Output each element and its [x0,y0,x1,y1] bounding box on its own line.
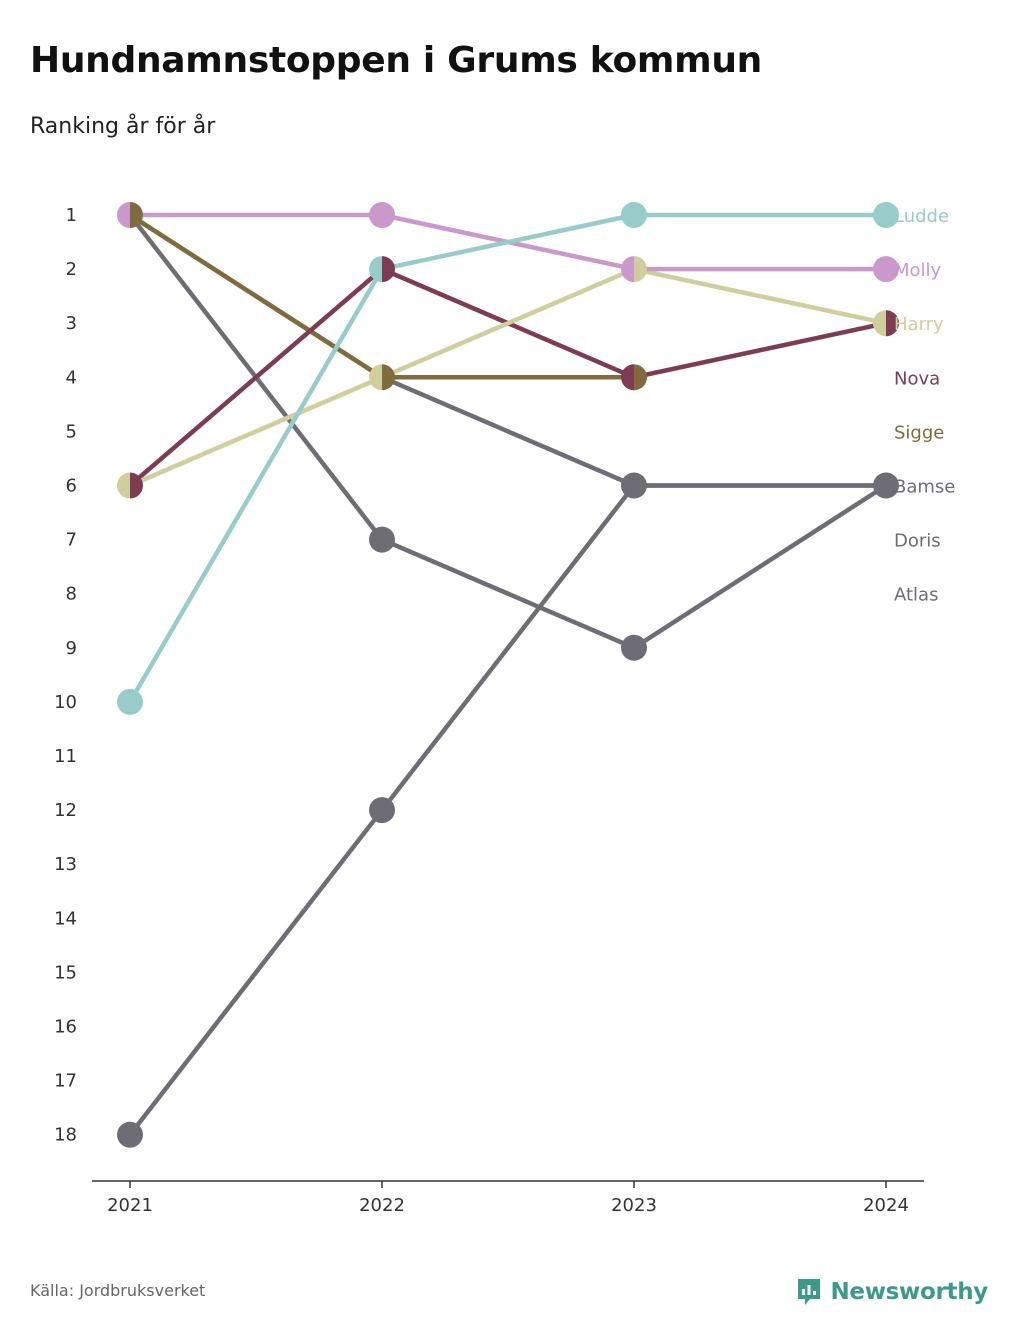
y-tick-label: 12 [54,800,77,821]
point-nova-harry-2021 [117,472,143,499]
x-tick-label: 2024 [863,1195,909,1216]
point-half-left [369,256,382,283]
series-line-bamse [127,212,889,488]
series-label-sigge: Sigge [894,422,944,443]
point-sigge-nova-2023 [621,364,648,391]
point-atlas-doris-bamse-2024 [873,472,899,499]
point-half-left [117,202,130,228]
point-half-left [117,472,130,499]
point-doris-2023 [621,634,647,661]
series-label-ludde: Ludde [894,206,949,227]
y-tick-label: 15 [54,962,77,983]
series-line-sigge [127,212,637,380]
series-points [117,202,899,1148]
y-tick-label: 13 [54,854,77,875]
brand-name: Newsworthy [830,1279,988,1305]
point-bamse-sigge-harry-2022 [369,364,396,391]
brand-logo: Newsworthy [796,1277,988,1307]
point-doris-2022 [369,526,395,553]
point-half-left [621,256,634,283]
y-tick-label: 8 [66,584,77,605]
series-line-harry [127,266,889,488]
series-label-molly: Molly [894,260,942,281]
point-ludde-2023 [621,202,647,228]
y-tick-label: 7 [66,530,77,551]
y-tick-label: 6 [66,476,77,497]
point-atlas-2022 [369,797,395,824]
point-half-left [369,364,382,391]
series-line-atlas [127,483,889,1137]
series-lines [127,212,889,1137]
chart-title: Hundnamnstoppen i Grums kommun [30,40,762,81]
point-doris-bamse-sigge-molly-2021 [117,202,143,228]
point-half-right [886,310,899,337]
x-axis: 2021 2022 2023 2024 [92,1180,924,1216]
point-half-right [634,256,648,283]
point-molly-2022 [369,202,395,228]
point-half-right [382,256,396,283]
y-tick-label: 14 [54,908,77,929]
chart-subtitle: Ranking år för år [30,114,216,139]
point-atlas-bamse-2023 [621,472,647,499]
series-label-atlas: Atlas [894,585,938,606]
point-half-right [382,364,396,391]
point-half-left [873,310,886,337]
series-label-harry: Harry [894,314,944,335]
point-nova-harry-2024 [873,310,899,337]
y-tick-label: 3 [66,313,77,334]
point-atlas-2021 [117,1121,143,1148]
source-note: Källa: Jordbruksverket [30,1281,206,1300]
point-half-right [634,364,648,391]
y-tick-label: 11 [54,746,77,767]
x-tick-label: 2023 [611,1195,657,1216]
point-ludde-2021 [117,688,143,715]
point-half-right [130,202,143,228]
point-nova-ludde-2022 [369,256,396,283]
point-molly-2024 [873,256,899,283]
y-tick-label: 16 [54,1017,77,1038]
y-tick-label: 2 [66,259,77,280]
y-tick-label: 10 [54,692,77,713]
point-half-right [130,472,143,499]
y-tick-label: 18 [54,1125,77,1146]
y-tick-label: 17 [54,1071,77,1092]
newsworthy-logo-icon [798,1279,821,1305]
y-tick-label: 5 [66,421,77,442]
y-tick-label: 9 [66,638,77,659]
series-label-doris: Doris [894,531,941,552]
series-label-nova: Nova [894,368,940,389]
point-half-left [621,364,634,391]
x-tick-label: 2021 [107,1195,153,1216]
y-tick-label: 1 [66,205,77,226]
point-harry-molly-2023 [621,256,648,283]
series-label-bamse: Bamse [894,477,955,498]
point-ludde-2024 [873,202,899,228]
x-tick-label: 2022 [359,1195,405,1216]
y-tick-label: 4 [66,367,77,388]
series-line-ludde [127,212,889,705]
series-labels: Ludde Molly Harry Nova Sigge Bamse Doris Atlas [894,206,955,606]
